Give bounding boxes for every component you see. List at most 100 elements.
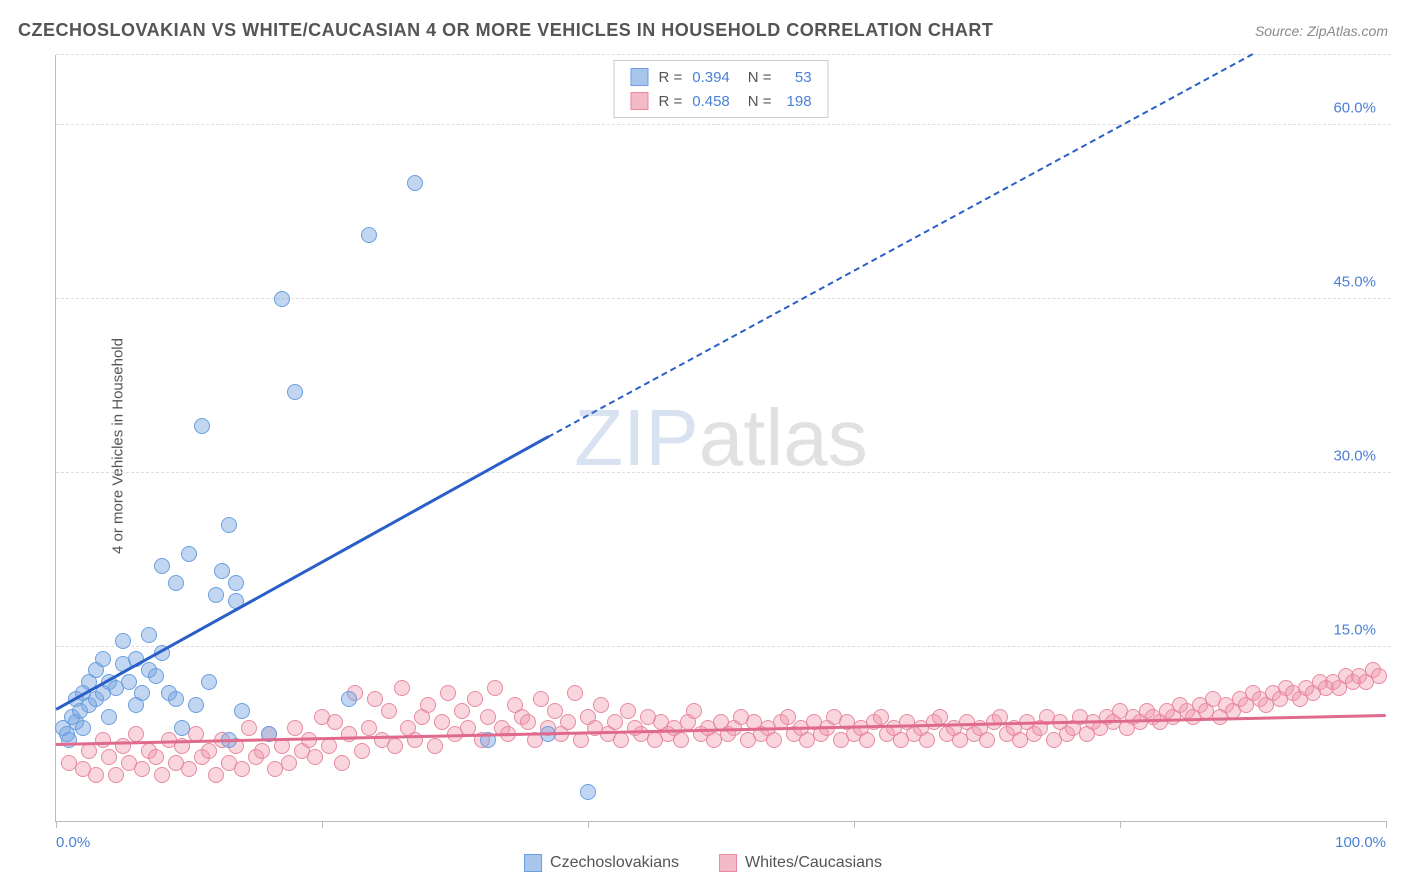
scatter-point (467, 691, 483, 707)
scatter-point (407, 175, 423, 191)
y-tick-label: 60.0% (1333, 99, 1376, 116)
scatter-point (932, 709, 948, 725)
scatter-point (361, 720, 377, 736)
scatter-point (108, 767, 124, 783)
scatter-point (387, 738, 403, 754)
scatter-point (620, 703, 636, 719)
chart-header: CZECHOSLOVAKIAN VS WHITE/CAUCASIAN 4 OR … (18, 20, 1388, 41)
scatter-point (613, 732, 629, 748)
scatter-point (181, 546, 197, 562)
scatter-point (61, 732, 77, 748)
scatter-point (420, 697, 436, 713)
scatter-point (780, 709, 796, 725)
scatter-point (75, 720, 91, 736)
x-tick (1386, 821, 1387, 828)
scatter-point (208, 767, 224, 783)
scatter-point (148, 749, 164, 765)
y-tick-label: 45.0% (1333, 273, 1376, 290)
x-tick (854, 821, 855, 828)
scatter-point (141, 627, 157, 643)
scatter-point (361, 227, 377, 243)
y-tick-label: 15.0% (1333, 621, 1376, 638)
scatter-point (580, 784, 596, 800)
scatter-point (281, 755, 297, 771)
legend-item-1: Czechoslovakians (524, 854, 679, 872)
grid-line (56, 54, 1391, 55)
scatter-point (128, 726, 144, 742)
scatter-point (201, 674, 217, 690)
watermark: ZIPatlas (574, 392, 867, 484)
scatter-point (979, 732, 995, 748)
scatter-point (234, 703, 250, 719)
scatter-point (134, 685, 150, 701)
stats-box: R = 0.394 N = 53 R = 0.458 N = 198 (613, 60, 828, 118)
stat-swatch-pink (630, 92, 648, 110)
scatter-point (115, 633, 131, 649)
trend-line (55, 436, 548, 711)
scatter-point (520, 714, 536, 730)
scatter-point (673, 732, 689, 748)
scatter-point (686, 703, 702, 719)
scatter-point (234, 761, 250, 777)
scatter-point (454, 703, 470, 719)
grid-line (56, 298, 1391, 299)
scatter-point (254, 743, 270, 759)
scatter-point (221, 517, 237, 533)
scatter-point (381, 703, 397, 719)
scatter-point (307, 749, 323, 765)
scatter-point (1371, 668, 1387, 684)
scatter-point (533, 691, 549, 707)
scatter-point (567, 685, 583, 701)
scatter-point (95, 732, 111, 748)
scatter-point (487, 680, 503, 696)
scatter-point (327, 714, 343, 730)
scatter-point (274, 291, 290, 307)
x-tick (322, 821, 323, 828)
grid-line (56, 646, 1391, 647)
scatter-point (115, 738, 131, 754)
scatter-point (321, 738, 337, 754)
scatter-point (181, 761, 197, 777)
scatter-point (168, 691, 184, 707)
x-tick-label: 0.0% (56, 834, 90, 851)
plot-area: R = 0.394 N = 53 R = 0.458 N = 198 ZIPat… (55, 55, 1386, 822)
scatter-point (341, 691, 357, 707)
scatter-point (208, 587, 224, 603)
scatter-point (201, 743, 217, 759)
scatter-point (859, 732, 875, 748)
scatter-point (168, 575, 184, 591)
scatter-point (873, 709, 889, 725)
x-tick (1120, 821, 1121, 828)
scatter-point (101, 749, 117, 765)
scatter-point (241, 720, 257, 736)
scatter-point (287, 720, 303, 736)
scatter-point (427, 738, 443, 754)
scatter-point (88, 767, 104, 783)
x-tick (588, 821, 589, 828)
stat-swatch-blue (630, 68, 648, 86)
scatter-point (593, 697, 609, 713)
scatter-point (154, 558, 170, 574)
scatter-point (334, 755, 350, 771)
chart-legend: Czechoslovakians Whites/Caucasians (524, 854, 882, 872)
chart-container: CZECHOSLOVAKIAN VS WHITE/CAUCASIAN 4 OR … (0, 0, 1406, 892)
scatter-point (148, 668, 164, 684)
scatter-point (121, 674, 137, 690)
scatter-point (287, 384, 303, 400)
x-tick (56, 821, 57, 828)
scatter-point (607, 714, 623, 730)
chart-title: CZECHOSLOVAKIAN VS WHITE/CAUCASIAN 4 OR … (18, 20, 993, 41)
scatter-point (194, 418, 210, 434)
scatter-point (134, 761, 150, 777)
stat-row-2: R = 0.458 N = 198 (630, 89, 811, 113)
scatter-point (154, 767, 170, 783)
scatter-point (440, 685, 456, 701)
stat-row-1: R = 0.394 N = 53 (630, 65, 811, 89)
scatter-point (174, 720, 190, 736)
legend-item-2: Whites/Caucasians (719, 854, 882, 872)
scatter-point (354, 743, 370, 759)
grid-line (56, 124, 1391, 125)
chart-source: Source: ZipAtlas.com (1255, 23, 1388, 39)
scatter-point (560, 714, 576, 730)
scatter-point (766, 732, 782, 748)
